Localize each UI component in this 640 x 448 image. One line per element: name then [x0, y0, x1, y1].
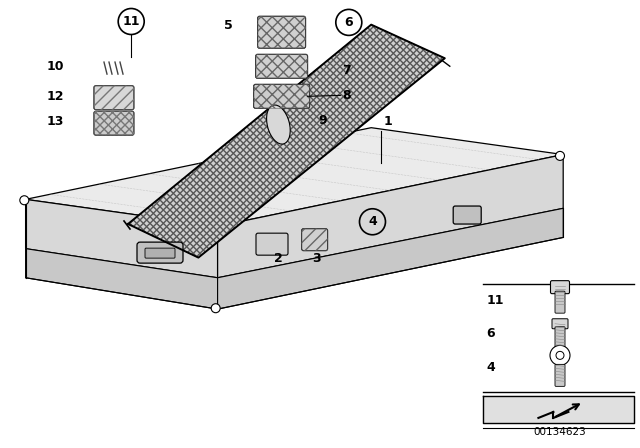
- Polygon shape: [218, 208, 563, 309]
- Text: 7: 7: [342, 64, 351, 78]
- FancyBboxPatch shape: [94, 86, 134, 110]
- Text: 2: 2: [274, 252, 283, 266]
- FancyBboxPatch shape: [253, 84, 310, 108]
- Polygon shape: [26, 199, 218, 278]
- Text: 6: 6: [344, 16, 353, 29]
- Text: 5: 5: [224, 19, 233, 32]
- Polygon shape: [483, 396, 634, 423]
- Polygon shape: [26, 128, 563, 226]
- Text: 6: 6: [486, 327, 495, 340]
- Text: 13: 13: [46, 115, 63, 129]
- FancyBboxPatch shape: [301, 228, 328, 251]
- Text: 00134623: 00134623: [534, 427, 586, 437]
- FancyBboxPatch shape: [550, 280, 570, 293]
- FancyBboxPatch shape: [255, 54, 308, 78]
- Text: 11: 11: [122, 15, 140, 28]
- Ellipse shape: [267, 105, 290, 144]
- FancyBboxPatch shape: [552, 319, 568, 329]
- Text: 11: 11: [486, 293, 504, 307]
- FancyBboxPatch shape: [555, 364, 565, 386]
- Text: 8: 8: [342, 89, 351, 102]
- Polygon shape: [218, 155, 563, 278]
- Text: 3: 3: [312, 252, 321, 266]
- Circle shape: [556, 351, 564, 359]
- FancyBboxPatch shape: [555, 327, 565, 351]
- FancyBboxPatch shape: [137, 242, 183, 263]
- Circle shape: [556, 151, 564, 160]
- Text: 9: 9: [319, 114, 327, 128]
- FancyBboxPatch shape: [555, 291, 565, 313]
- Circle shape: [211, 304, 220, 313]
- Polygon shape: [26, 249, 218, 309]
- FancyBboxPatch shape: [258, 16, 306, 48]
- Text: 4: 4: [368, 215, 377, 228]
- Text: 1: 1: [384, 115, 393, 128]
- Text: 12: 12: [46, 90, 63, 103]
- FancyBboxPatch shape: [145, 248, 175, 258]
- Text: 4: 4: [486, 361, 495, 374]
- FancyBboxPatch shape: [256, 233, 288, 255]
- Text: 10: 10: [46, 60, 63, 73]
- FancyBboxPatch shape: [94, 111, 134, 135]
- Polygon shape: [128, 25, 445, 258]
- Circle shape: [20, 196, 29, 205]
- Circle shape: [550, 345, 570, 366]
- FancyBboxPatch shape: [453, 206, 481, 224]
